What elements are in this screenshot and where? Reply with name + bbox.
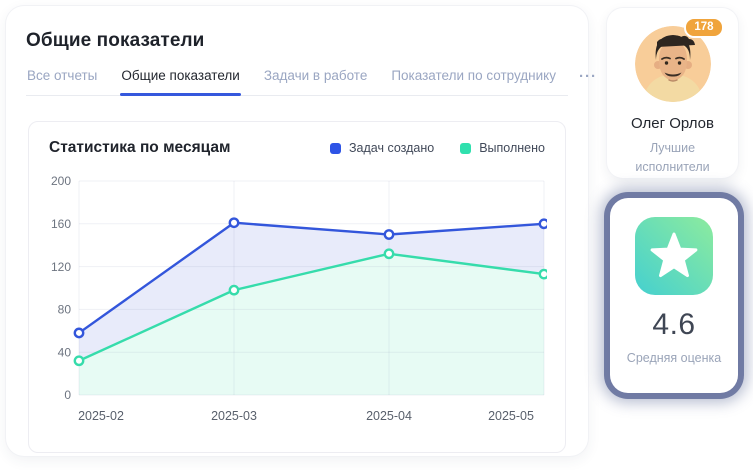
legend-swatch-done: [460, 142, 472, 154]
tab-general-indicators[interactable]: Общие показатели: [120, 68, 242, 96]
legend-swatch-created: [330, 142, 341, 154]
avatar: 178: [634, 17, 724, 102]
reports-page: Общие показатели Все отчеты Общие показа…: [6, 6, 596, 456]
task-count-badge: 178: [684, 17, 724, 38]
line-chart: 0 40 80 120 160 200 2025-02 2025-03 2025-04 2025-…: [49, 171, 547, 429]
svg-text:80: 80: [58, 303, 72, 317]
svg-text:2025-04: 2025-04: [366, 409, 412, 423]
svg-text:120: 120: [51, 260, 71, 274]
best-performer-card: 178 Олег Орлов Лучшие исполнители: [607, 8, 738, 178]
legend-label-done: Выполнено: [479, 141, 545, 155]
chart-legend: Задач создано Выполнено: [330, 141, 545, 155]
svg-text:2025-02: 2025-02: [78, 409, 124, 423]
more-tabs-button[interactable]: ···: [578, 68, 597, 85]
tab-all-reports[interactable]: Все отчеты: [27, 68, 98, 83]
report-tabs: Все отчеты Общие показатели Задачи в раб…: [26, 68, 596, 96]
performer-subtitle: Лучшие исполнители: [635, 141, 710, 174]
avatar-photo-icon: [634, 26, 711, 102]
chart-title: Статистика по месяцам: [49, 139, 231, 156]
page-title: Общие показатели: [26, 30, 205, 51]
monthly-statistics-card: Статистика по месяцам Задач создано Выпо…: [28, 121, 566, 453]
rating-label: Средняя оценка: [626, 351, 722, 365]
svg-text:2025-05: 2025-05: [488, 409, 534, 423]
legend-item-created[interactable]: Задач создано: [330, 141, 434, 155]
star-icon: [650, 232, 698, 278]
svg-text:2025-03: 2025-03: [211, 409, 257, 423]
svg-text:0: 0: [64, 388, 71, 402]
svg-text:200: 200: [51, 174, 71, 188]
svg-text:160: 160: [51, 217, 71, 231]
performer-name: Олег Орлов: [631, 115, 714, 132]
legend-item-done[interactable]: Выполнено: [460, 141, 545, 155]
tab-indicators-by-employee[interactable]: Показатели по сотруднику: [391, 68, 556, 83]
tab-tasks-in-progress[interactable]: Задачи в работе: [263, 68, 368, 83]
average-rating-card: 4.6 Средняя оценка: [610, 198, 738, 393]
star-tile: [635, 217, 713, 295]
svg-text:40: 40: [58, 345, 72, 359]
line-chart-svg: 0 40 80 120 160 200 2025-02 2025-03 2025-04 2025-…: [51, 174, 547, 423]
legend-label-created: Задач создано: [349, 141, 435, 155]
rating-value: 4.6: [652, 308, 696, 341]
